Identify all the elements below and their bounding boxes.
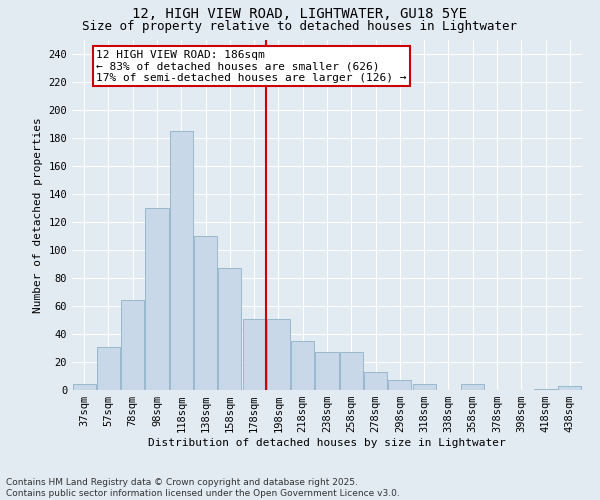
Bar	[73, 384, 95, 390]
Text: 12 HIGH VIEW ROAD: 186sqm
← 83% of detached houses are smaller (626)
17% of semi: 12 HIGH VIEW ROAD: 186sqm ← 83% of detac…	[96, 50, 407, 83]
Y-axis label: Number of detached properties: Number of detached properties	[33, 117, 43, 313]
Bar	[413, 384, 436, 390]
Text: Contains HM Land Registry data © Crown copyright and database right 2025.
Contai: Contains HM Land Registry data © Crown c…	[6, 478, 400, 498]
Bar	[170, 131, 193, 390]
Text: Size of property relative to detached houses in Lightwater: Size of property relative to detached ho…	[83, 20, 517, 33]
Bar	[316, 352, 338, 390]
X-axis label: Distribution of detached houses by size in Lightwater: Distribution of detached houses by size …	[148, 438, 506, 448]
Bar	[145, 208, 169, 390]
Bar	[267, 318, 290, 390]
Bar	[218, 268, 241, 390]
Bar	[291, 341, 314, 390]
Bar	[97, 346, 120, 390]
Bar	[242, 318, 266, 390]
Bar	[364, 372, 387, 390]
Bar	[559, 386, 581, 390]
Bar	[461, 384, 484, 390]
Bar	[340, 352, 363, 390]
Bar	[194, 236, 217, 390]
Bar	[388, 380, 412, 390]
Bar	[121, 300, 144, 390]
Bar	[534, 388, 557, 390]
Text: 12, HIGH VIEW ROAD, LIGHTWATER, GU18 5YE: 12, HIGH VIEW ROAD, LIGHTWATER, GU18 5YE	[133, 8, 467, 22]
